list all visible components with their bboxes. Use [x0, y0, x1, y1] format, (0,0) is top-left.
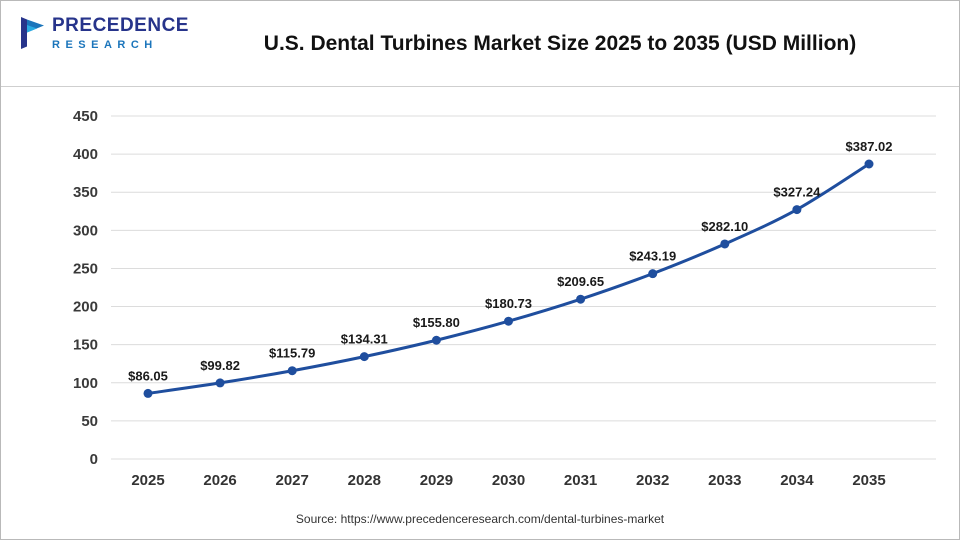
data-point-label: $282.10: [701, 219, 748, 234]
y-tick-label: 350: [73, 184, 98, 201]
data-point-marker: [359, 352, 369, 362]
data-point-label: $387.02: [846, 139, 893, 154]
x-tick-label: 2035: [852, 472, 885, 489]
y-tick-label: 250: [73, 260, 98, 277]
data-point-marker: [143, 388, 153, 398]
x-tick-label: 2030: [492, 472, 525, 489]
data-point-label: $209.65: [557, 274, 604, 289]
chart-area: 0 50 100 150 200 250 300 350 400 450 2025 2026 2027 2…: [1, 87, 959, 507]
data-point-label: $115.79: [269, 346, 315, 361]
data-point-marker: [215, 378, 225, 388]
x-tick-label: 2031: [564, 472, 597, 489]
y-tick-label: 0: [90, 451, 98, 468]
y-tick-label: 200: [73, 299, 98, 316]
data-point-label: $180.73: [485, 296, 532, 311]
logo-subtext: RESEARCH: [52, 38, 158, 51]
data-point-label: $155.80: [413, 315, 460, 330]
chart-title: U.S. Dental Turbines Market Size 2025 to…: [263, 32, 857, 55]
x-tick-label: 2032: [636, 472, 669, 489]
y-tick-label: 50: [81, 413, 98, 430]
x-tick-label: 2034: [780, 472, 814, 489]
data-point-label: $86.05: [128, 368, 168, 383]
data-point-marker: [431, 335, 441, 345]
y-tick-label: 300: [73, 222, 98, 239]
x-tick-label: 2029: [420, 472, 453, 489]
line-chart: 0 50 100 150 200 250 300 350 400 450 2025 2026 2027 2…: [73, 108, 936, 489]
data-point-marker: [576, 294, 586, 304]
header: PRECEDENCE RESEARCH U.S. Dental Turbines…: [1, 1, 959, 87]
data-point-label: $243.19: [629, 249, 676, 264]
data-point-marker: [648, 269, 658, 279]
y-tick-label: 150: [73, 337, 98, 354]
data-point-marker: [864, 159, 874, 169]
y-tick-label: 100: [73, 375, 98, 392]
data-point-label: $134.31: [341, 332, 388, 347]
x-tick-label: 2033: [708, 472, 741, 489]
precedence-logo-icon: [21, 17, 44, 49]
series-line: [147, 162, 870, 395]
x-tick-label: 2028: [348, 472, 381, 489]
data-point-label: $99.82: [200, 358, 240, 373]
data-point-label: $327.24: [773, 185, 821, 200]
y-tick-label: 450: [73, 108, 98, 125]
data-point-marker: [287, 366, 297, 376]
x-tick-label: 2025: [131, 472, 164, 489]
logo-text: PRECEDENCE RESEARCH: [52, 16, 189, 51]
data-point-marker: [504, 316, 513, 326]
y-tick-label: 400: [73, 146, 98, 163]
logo-wordmark: PRECEDENCE: [52, 15, 189, 36]
x-tick-label: 2026: [203, 472, 236, 489]
data-point-marker: [792, 205, 802, 215]
logo: PRECEDENCE RESEARCH: [19, 16, 189, 51]
data-point-marker: [720, 239, 730, 249]
source-text: Source: https://www.precedenceresearch.c…: [295, 512, 665, 526]
x-tick-label: 2027: [276, 472, 309, 489]
